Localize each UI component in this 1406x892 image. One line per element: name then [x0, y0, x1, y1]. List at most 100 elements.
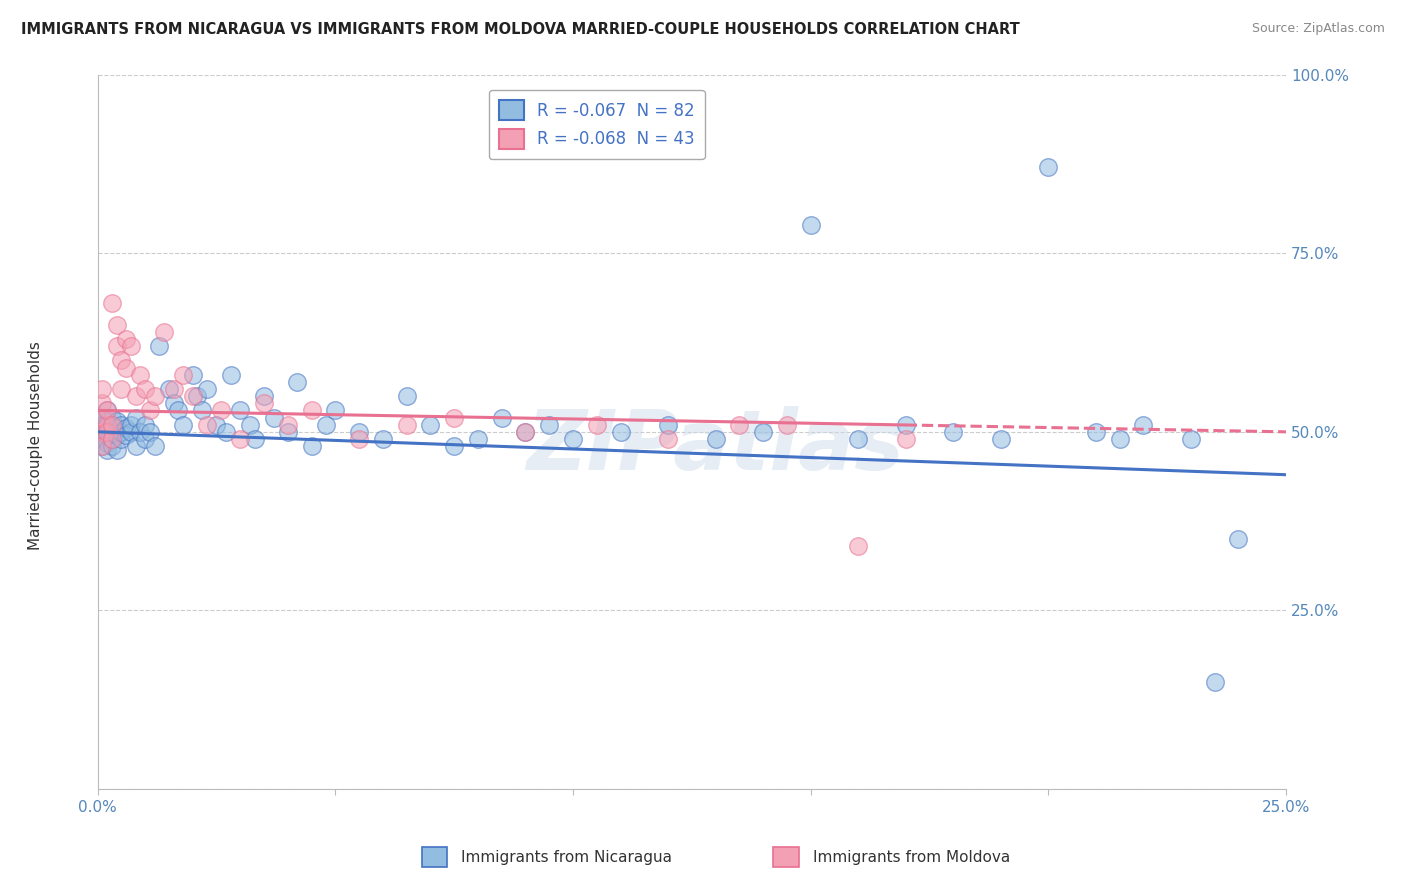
- Text: Immigrants from Nicaragua: Immigrants from Nicaragua: [461, 850, 672, 864]
- Point: [942, 425, 965, 439]
- Point: [990, 432, 1012, 446]
- Point: [96, 442, 118, 457]
- Point: [172, 368, 194, 382]
- Point: [101, 439, 124, 453]
- Point: [101, 417, 124, 432]
- Point: [1084, 425, 1107, 439]
- Point: [91, 432, 114, 446]
- Point: [243, 432, 266, 446]
- Point: [277, 417, 299, 432]
- Point: [800, 218, 823, 232]
- Point: [219, 368, 242, 382]
- Point: [110, 353, 132, 368]
- Point: [395, 417, 418, 432]
- Point: [1132, 417, 1154, 432]
- Point: [1180, 432, 1202, 446]
- Point: [728, 417, 751, 432]
- Point: [181, 368, 204, 382]
- Point: [143, 439, 166, 453]
- Point: [846, 539, 869, 553]
- Point: [323, 403, 346, 417]
- Point: [467, 432, 489, 446]
- Point: [148, 339, 170, 353]
- Point: [124, 410, 146, 425]
- Point: [105, 414, 128, 428]
- Point: [91, 396, 114, 410]
- Text: IMMIGRANTS FROM NICARAGUA VS IMMIGRANTS FROM MOLDOVA MARRIED-COUPLE HOUSEHOLDS C: IMMIGRANTS FROM NICARAGUA VS IMMIGRANTS …: [21, 22, 1019, 37]
- Point: [105, 442, 128, 457]
- Point: [229, 432, 252, 446]
- Text: Immigrants from Moldova: Immigrants from Moldova: [813, 850, 1010, 864]
- Point: [96, 403, 118, 417]
- Point: [105, 428, 128, 442]
- Text: Source: ZipAtlas.com: Source: ZipAtlas.com: [1251, 22, 1385, 36]
- Point: [120, 339, 142, 353]
- Point: [229, 403, 252, 417]
- Point: [239, 417, 262, 432]
- Point: [776, 417, 799, 432]
- Point: [124, 389, 146, 403]
- Point: [96, 414, 118, 428]
- Point: [443, 410, 465, 425]
- Point: [609, 425, 631, 439]
- Point: [491, 410, 513, 425]
- Point: [96, 428, 118, 442]
- Point: [263, 410, 285, 425]
- Point: [538, 417, 561, 432]
- Point: [101, 432, 124, 446]
- Point: [253, 396, 276, 410]
- Point: [101, 417, 124, 432]
- Point: [347, 432, 370, 446]
- Point: [101, 432, 124, 446]
- Point: [91, 410, 114, 425]
- Point: [129, 425, 152, 439]
- Point: [120, 417, 142, 432]
- Point: [277, 425, 299, 439]
- Point: [105, 421, 128, 435]
- Point: [110, 382, 132, 396]
- Point: [186, 389, 208, 403]
- Point: [301, 439, 323, 453]
- Point: [139, 403, 162, 417]
- Point: [1108, 432, 1130, 446]
- Point: [704, 432, 727, 446]
- Point: [120, 425, 142, 439]
- Point: [657, 432, 679, 446]
- Point: [143, 389, 166, 403]
- Point: [515, 425, 537, 439]
- Point: [443, 439, 465, 453]
- Point: [134, 432, 156, 446]
- Point: [91, 439, 114, 453]
- Point: [195, 382, 218, 396]
- Point: [167, 403, 190, 417]
- Point: [395, 389, 418, 403]
- Point: [124, 439, 146, 453]
- Point: [96, 403, 118, 417]
- Point: [1227, 532, 1250, 546]
- Point: [301, 403, 323, 417]
- Point: [96, 425, 118, 439]
- Point: [657, 417, 679, 432]
- Legend: R = -0.067  N = 82, R = -0.068  N = 43: R = -0.067 N = 82, R = -0.068 N = 43: [489, 90, 704, 159]
- Point: [209, 403, 232, 417]
- Point: [105, 318, 128, 332]
- Point: [115, 428, 138, 442]
- Text: ZIPatlas: ZIPatlas: [527, 406, 904, 487]
- Point: [515, 425, 537, 439]
- Point: [894, 417, 917, 432]
- Point: [129, 368, 152, 382]
- Point: [172, 417, 194, 432]
- Point: [115, 332, 138, 346]
- Point: [101, 425, 124, 439]
- Point: [181, 389, 204, 403]
- Point: [205, 417, 228, 432]
- Point: [96, 417, 118, 432]
- Point: [91, 439, 114, 453]
- Point: [110, 432, 132, 446]
- Point: [91, 382, 114, 396]
- Point: [163, 382, 186, 396]
- Point: [139, 425, 162, 439]
- Point: [285, 375, 308, 389]
- Point: [91, 425, 114, 439]
- Point: [163, 396, 186, 410]
